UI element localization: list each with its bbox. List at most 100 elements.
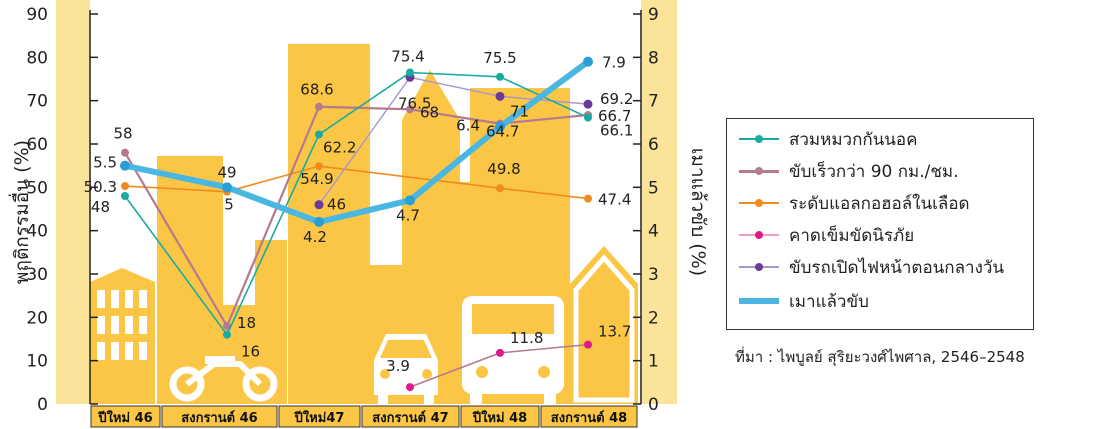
data-label: 5.5 (93, 154, 117, 172)
series-point-1 (406, 105, 414, 114)
left-tick-label: 80 (26, 48, 48, 68)
legend-item-helmet: สวมหมวกกันนอค (739, 125, 918, 153)
legend-swatch-helmet (739, 132, 779, 146)
series-point-3 (496, 348, 504, 357)
right-tick-label: 5 (648, 178, 659, 198)
right-axis-ticks: 0 1 2 3 4 5 6 7 8 9 (633, 5, 659, 415)
left-tick-label: 20 (26, 308, 48, 328)
right-tick-label: 4 (648, 222, 659, 242)
legend-item-headlights: ขับรถเปิดไฟหน้าตอนกลางวัน (739, 253, 1004, 281)
data-label: 75.5 (483, 49, 516, 67)
x-category-cell (540, 405, 638, 428)
data-label: 75.4 (391, 47, 424, 65)
series-point-0 (315, 130, 323, 139)
right-tick-label: 1 (648, 352, 659, 372)
x-category-label: สงกรานต์ 48 (551, 410, 627, 426)
x-category-cell (161, 405, 278, 428)
right-tick-label: 2 (648, 308, 659, 328)
data-label: 66.7 (598, 107, 631, 125)
bus-icon (462, 296, 564, 404)
building-windows-icon (97, 290, 147, 360)
data-label: 47.4 (598, 191, 631, 209)
series-point-5 (405, 195, 415, 206)
data-label: 49.8 (487, 160, 520, 178)
legend-item-speeding: ขับเร็วกว่า 90 กม./ชม. (739, 157, 959, 185)
series-line-0 (124, 71, 589, 336)
series-point-2 (315, 162, 323, 171)
y-axis-title: พฤติกรรมอื่น (%) (8, 140, 33, 284)
x-category-label: ปีใหม่ 46 (97, 409, 152, 426)
data-label: 69.2 (600, 90, 633, 108)
x-category-label: สงกรานต์ 46 (181, 410, 257, 426)
series-point-2 (121, 182, 129, 191)
series-point-5 (120, 160, 130, 171)
series-point-2 (584, 194, 592, 203)
left-tick-label: 30 (26, 265, 48, 285)
motorcycle-icon (169, 356, 278, 402)
house-icon (573, 254, 635, 403)
legend-label-speeding: ขับเร็วกว่า 90 กม./ชม. (789, 161, 959, 182)
series-point-5 (314, 217, 324, 227)
series-point-1 (121, 148, 129, 157)
data-label: 4.2 (303, 228, 327, 246)
legend-item-alcohol: ระดับแอลกอฮอล์ในเลือด (739, 189, 970, 217)
data-label: 71 (510, 102, 529, 120)
data-label: 6.4 (456, 117, 480, 135)
right-tick-label: 9 (648, 5, 659, 25)
right-tick-label: 8 (648, 48, 659, 68)
series-point-1 (223, 322, 231, 330)
legend-label-headlights: ขับรถเปิดไฟหน้าตอนกลางวัน (789, 257, 1005, 278)
data-label: 13.7 (598, 323, 631, 341)
y2-axis-title: เมาแล้วขับ (%) (687, 148, 709, 276)
right-axis-band (641, 0, 677, 404)
data-label: 3.9 (386, 357, 410, 375)
data-label: 16 (241, 343, 260, 361)
source-note: ที่มา : ไพบูลย์ สุริยะวงศ์ไพศาล, 2546–25… (735, 348, 1025, 366)
data-label: 4.7 (396, 206, 420, 224)
data-label: 54.9 (300, 170, 333, 188)
data-labels-layer: 48 16 62.2 76.5 75.5 66.1 58 18 68.6 68 64.7 66.7 50… (84, 47, 634, 375)
left-tick-label: 0 (37, 395, 48, 415)
left-tick-label: 40 (26, 222, 48, 242)
series-point-4 (495, 91, 505, 101)
x-category-cell (90, 405, 161, 428)
series-point-5 (583, 56, 593, 67)
series-point-4 (314, 200, 324, 210)
legend-item-drunk: เมาแล้วขับ (739, 287, 869, 315)
series-point-3 (584, 340, 592, 349)
left-tick-label: 60 (26, 135, 48, 155)
left-tick-label: 90 (26, 5, 48, 25)
right-tick-label: 3 (648, 265, 659, 285)
x-category-label: ปีใหม่47 (294, 409, 345, 426)
data-label: 46 (327, 196, 346, 214)
legend-swatch-speeding (739, 164, 779, 178)
data-label: 62.2 (323, 138, 356, 156)
x-axis-categories: ปีใหม่ 46 สงกรานต์ 46 ปีใหม่47 สงกรานต์ 47 ป… (90, 405, 638, 428)
series-layer (120, 56, 593, 392)
legend-swatch-seatbelt (739, 228, 779, 242)
data-label: 18 (237, 314, 256, 332)
series-line-4 (318, 76, 589, 206)
left-tick-label: 50 (26, 178, 48, 198)
legend-label-seatbelt: คาดเข็มขัดนิรภัย (789, 225, 915, 246)
series-line-1 (123, 105, 590, 328)
left-tick-label: 70 (26, 92, 48, 112)
data-label: 68.6 (300, 81, 333, 99)
legend-label-helmet: สวมหมวกกันนอค (789, 129, 918, 150)
data-label: 50.3 (84, 178, 117, 196)
right-tick-label: 6 (648, 135, 659, 155)
series-point-0 (496, 72, 504, 81)
left-axis-band (56, 0, 90, 404)
series-point-0 (584, 113, 592, 122)
series-point-5 (222, 182, 232, 193)
right-tick-label: 7 (648, 92, 659, 112)
series-point-0 (121, 192, 129, 200)
x-category-cell (278, 405, 361, 428)
legend-item-seatbelt: คาดเข็มขัดนิรภัย (739, 221, 914, 249)
legend-label-alcohol: ระดับแอลกอฮอล์ในเลือด (789, 193, 970, 214)
car-icon-details (380, 340, 432, 379)
series-point-4 (583, 99, 593, 109)
series-point-3 (406, 383, 414, 392)
series-point-5 (495, 121, 505, 132)
data-label: 11.8 (510, 329, 543, 347)
